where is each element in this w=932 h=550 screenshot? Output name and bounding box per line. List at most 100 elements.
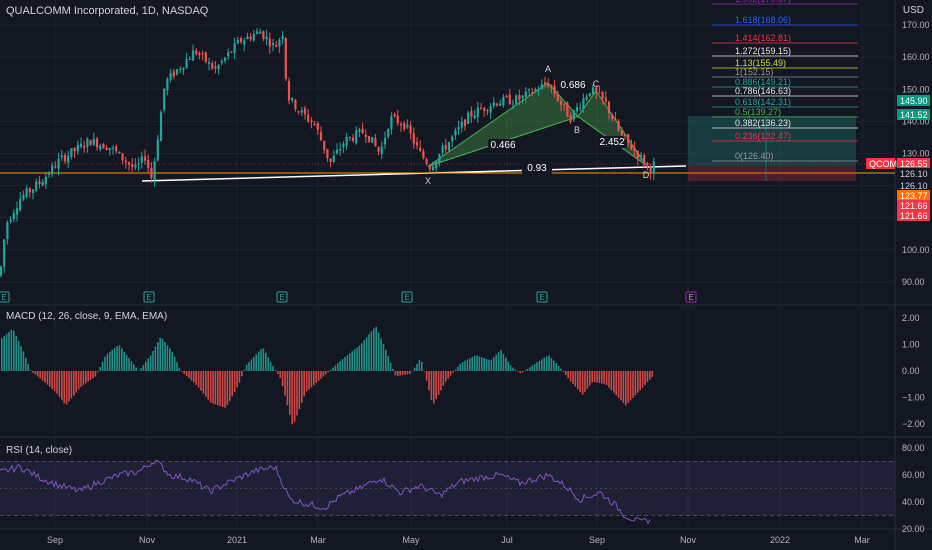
macd-bar bbox=[524, 370, 526, 372]
candle-body bbox=[435, 161, 438, 169]
price-tag-bg bbox=[897, 168, 930, 179]
candle-body bbox=[492, 102, 495, 106]
candle-body bbox=[95, 138, 99, 148]
candle-body bbox=[169, 72, 172, 80]
candle-body bbox=[633, 148, 636, 151]
price-tag-bg bbox=[866, 158, 895, 169]
candle-body bbox=[467, 112, 470, 124]
candle-body bbox=[396, 115, 399, 124]
macd-bar bbox=[243, 369, 245, 371]
macd-bar bbox=[457, 366, 459, 371]
price-tag-bg bbox=[897, 95, 930, 106]
macd-bar bbox=[226, 371, 229, 406]
candle-body bbox=[387, 129, 390, 137]
candle-body bbox=[188, 58, 191, 60]
candle-body bbox=[643, 155, 646, 165]
symbol-title[interactable]: QUALCOMM Incorporated, 1D, NASDAQ bbox=[6, 5, 209, 17]
macd-bar bbox=[613, 371, 615, 393]
candle-body bbox=[441, 145, 444, 153]
earnings-marker-box[interactable] bbox=[536, 291, 548, 303]
macd-bar bbox=[207, 371, 209, 400]
ratio-label-text: 0.93 bbox=[527, 163, 547, 174]
earnings-marker-box[interactable] bbox=[685, 291, 697, 303]
fib-extension-levels[interactable]: 1.902(175.37) 1.618(168.06) 1.414(162.81) 1… bbox=[688, 0, 858, 181]
macd-bar bbox=[334, 365, 337, 371]
macd-bar bbox=[171, 351, 173, 371]
candle-body bbox=[310, 120, 313, 123]
macd-bar bbox=[46, 371, 49, 385]
candle-body bbox=[390, 116, 393, 130]
earnings-marker[interactable]: E bbox=[401, 291, 413, 303]
macd-bar bbox=[346, 355, 349, 371]
macd-bar bbox=[87, 371, 89, 382]
fib-level-label: 0.236(132.47) bbox=[735, 131, 791, 141]
price-tag: QCOM bbox=[866, 158, 897, 169]
candle-body bbox=[19, 198, 22, 211]
candle-body bbox=[550, 85, 553, 88]
macd-histogram bbox=[1, 326, 653, 425]
macd-bar bbox=[538, 360, 541, 371]
price-tag-text: 126.55 bbox=[900, 159, 928, 169]
time-axis-label: May bbox=[402, 535, 420, 545]
macd-bar bbox=[512, 367, 514, 371]
price-tag-text: 145.90 bbox=[900, 96, 928, 106]
macd-bar bbox=[392, 368, 394, 371]
fib-level-label: 0.618(142.31) bbox=[735, 97, 791, 107]
macd-bar bbox=[317, 371, 320, 381]
macd-bar bbox=[22, 351, 25, 371]
macd-bar bbox=[111, 349, 113, 371]
candle-body bbox=[12, 213, 15, 219]
candle-body bbox=[627, 134, 630, 143]
price-tag-text: 123.77 bbox=[900, 191, 928, 201]
candle-body bbox=[601, 91, 604, 99]
macd-axis-label: 2.00 bbox=[902, 313, 920, 323]
candle-body bbox=[9, 219, 12, 222]
candle-body bbox=[76, 144, 79, 152]
macd-bar bbox=[497, 352, 500, 371]
macd-bar bbox=[409, 371, 411, 374]
candle-body bbox=[537, 90, 540, 92]
macd-label[interactable]: MACD (12, 26, close, 9, EMA, EMA) bbox=[6, 311, 168, 322]
candle-body bbox=[284, 38, 287, 79]
earnings-marker-box[interactable] bbox=[401, 291, 413, 303]
macd-bar bbox=[49, 371, 51, 387]
time-axis-label: 2021 bbox=[227, 535, 247, 545]
candle-body bbox=[57, 158, 60, 169]
earnings-marker[interactable]: E bbox=[143, 291, 155, 303]
earnings-marker-box[interactable] bbox=[143, 291, 155, 303]
earnings-marker-box[interactable] bbox=[0, 291, 10, 303]
harmonic-pattern[interactable]: A B C D X 0.686 0.466 2.452 0.93 bbox=[0, 64, 895, 186]
macd-bar bbox=[584, 371, 586, 392]
candle-body bbox=[361, 128, 364, 134]
candle-body bbox=[220, 61, 223, 63]
macd-bar bbox=[509, 365, 512, 371]
long-position-loss-zone[interactable] bbox=[688, 166, 856, 181]
macd-bar bbox=[70, 371, 73, 399]
macd-bar bbox=[601, 371, 603, 384]
rsi-label[interactable]: RSI (14, close) bbox=[6, 445, 73, 456]
earnings-marker-box[interactable] bbox=[276, 291, 288, 303]
macd-bar bbox=[548, 355, 550, 371]
earnings-marker[interactable]: E bbox=[276, 291, 288, 303]
macd-bar bbox=[161, 338, 164, 371]
candle-body bbox=[364, 134, 367, 137]
macd-bar bbox=[32, 371, 34, 373]
macd-bar bbox=[262, 348, 265, 371]
candle-body bbox=[307, 114, 310, 122]
time-axis-label: Sep bbox=[589, 535, 605, 545]
price-tag: 145.90 bbox=[897, 95, 930, 106]
earnings-marker[interactable]: E bbox=[685, 291, 697, 303]
macd-bar bbox=[152, 351, 154, 371]
earnings-marker[interactable]: E bbox=[536, 291, 548, 303]
macd-bar bbox=[128, 358, 130, 371]
macd-bar bbox=[212, 371, 214, 404]
candle-body bbox=[38, 181, 41, 184]
earnings-marker[interactable]: E bbox=[0, 291, 10, 303]
macd-bar bbox=[15, 335, 17, 371]
macd-bar bbox=[560, 368, 562, 371]
rsi-pane bbox=[0, 460, 895, 525]
macd-bar bbox=[553, 360, 555, 371]
price-axis-label: 100.00 bbox=[902, 245, 930, 255]
macd-bar bbox=[351, 351, 353, 371]
